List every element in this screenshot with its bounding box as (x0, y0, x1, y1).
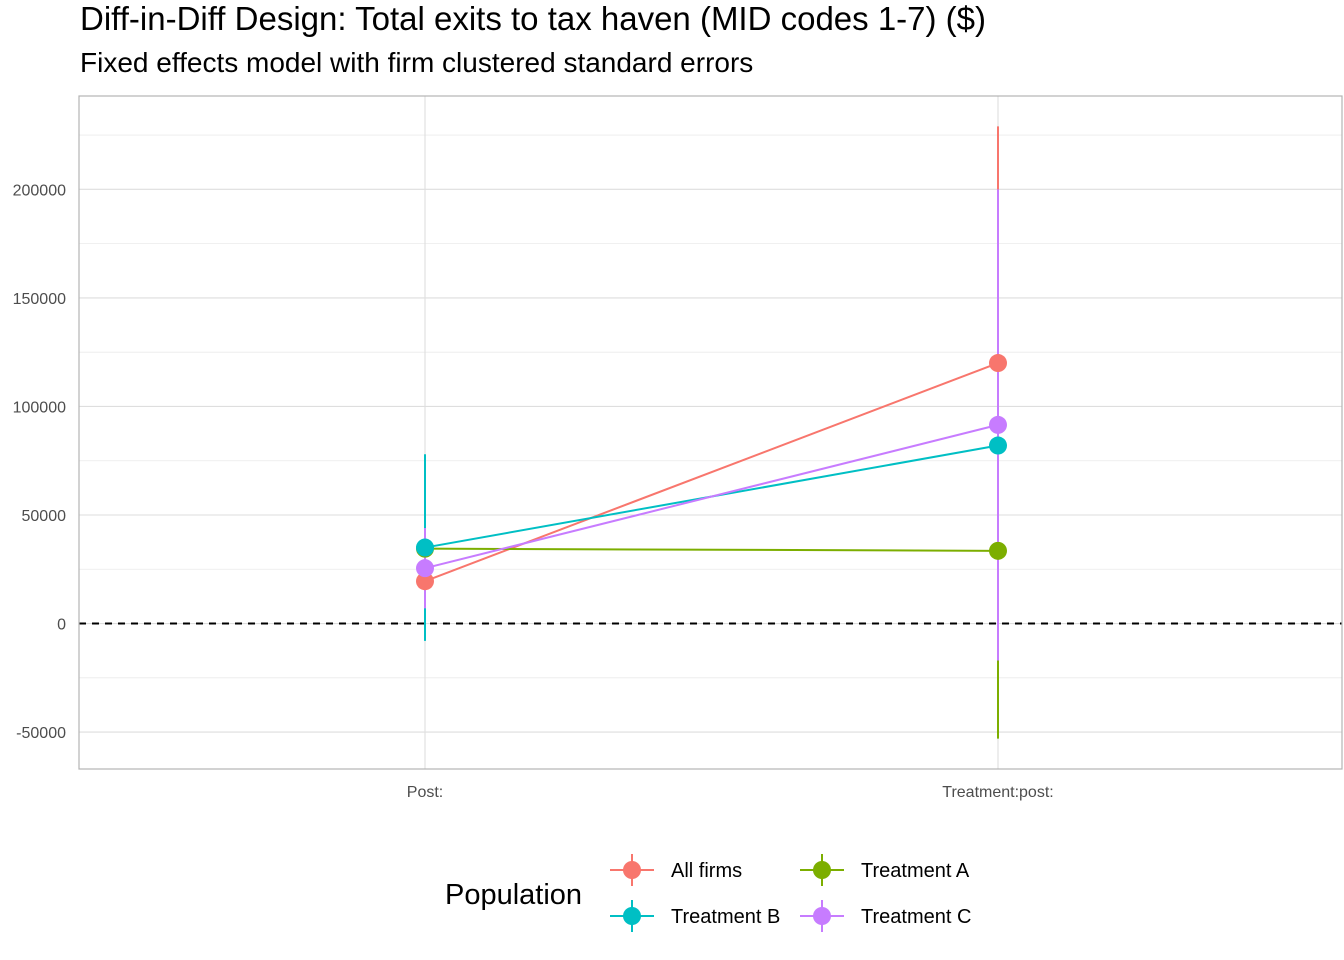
series-line-treatment-c (424, 423, 999, 570)
plot-panel (79, 96, 1342, 769)
y-tick-label: 150000 (13, 291, 66, 308)
x-tick-label: Post: (407, 784, 443, 801)
grid-minor (79, 134, 1342, 679)
point-treatment-b (989, 436, 1007, 455)
point-treatment-c (416, 559, 434, 578)
legend-title: Population (445, 879, 582, 911)
point-treatment-c (989, 415, 1007, 434)
x-axis-ticks: Post: Treatment:post: (407, 784, 1054, 801)
legend-key-point-treatment-a (813, 861, 831, 879)
point-all-firms (989, 354, 1007, 373)
y-tick-label: 100000 (13, 399, 66, 416)
legend-key-point-all-firms (623, 861, 641, 879)
legend: Population All firms Treatment A Treatment… (445, 854, 971, 932)
y-tick-label: 0 (57, 617, 66, 634)
chart-subtitle: Fixed effects model with firm clustered … (80, 47, 754, 78)
y-tick-label: -50000 (16, 725, 66, 742)
series-lines (424, 362, 999, 583)
point-treatment-b (416, 538, 434, 557)
data-points (416, 354, 1007, 591)
y-axis-ticks: -50000 0 50000 100000 150000 200000 (13, 182, 66, 742)
legend-label-treatment-b: Treatment B (671, 906, 780, 928)
legend-key-point-treatment-c (813, 907, 831, 925)
legend-label-all-firms: All firms (671, 860, 742, 882)
chart-title: Diff-in-Diff Design: Total exits to tax … (80, 0, 987, 37)
legend-label-treatment-c: Treatment C (861, 906, 971, 928)
point-all-firms (416, 572, 434, 591)
y-tick-label: 200000 (13, 182, 66, 199)
x-tick-label: Treatment:post: (942, 784, 1053, 801)
series-line-treatment-a (424, 547, 999, 552)
point-treatment-a (989, 541, 1007, 560)
y-tick-label: 50000 (22, 508, 67, 525)
legend-label-treatment-a: Treatment A (861, 860, 970, 882)
legend-key-point-treatment-b (623, 907, 641, 925)
plot-border (78, 95, 1343, 770)
